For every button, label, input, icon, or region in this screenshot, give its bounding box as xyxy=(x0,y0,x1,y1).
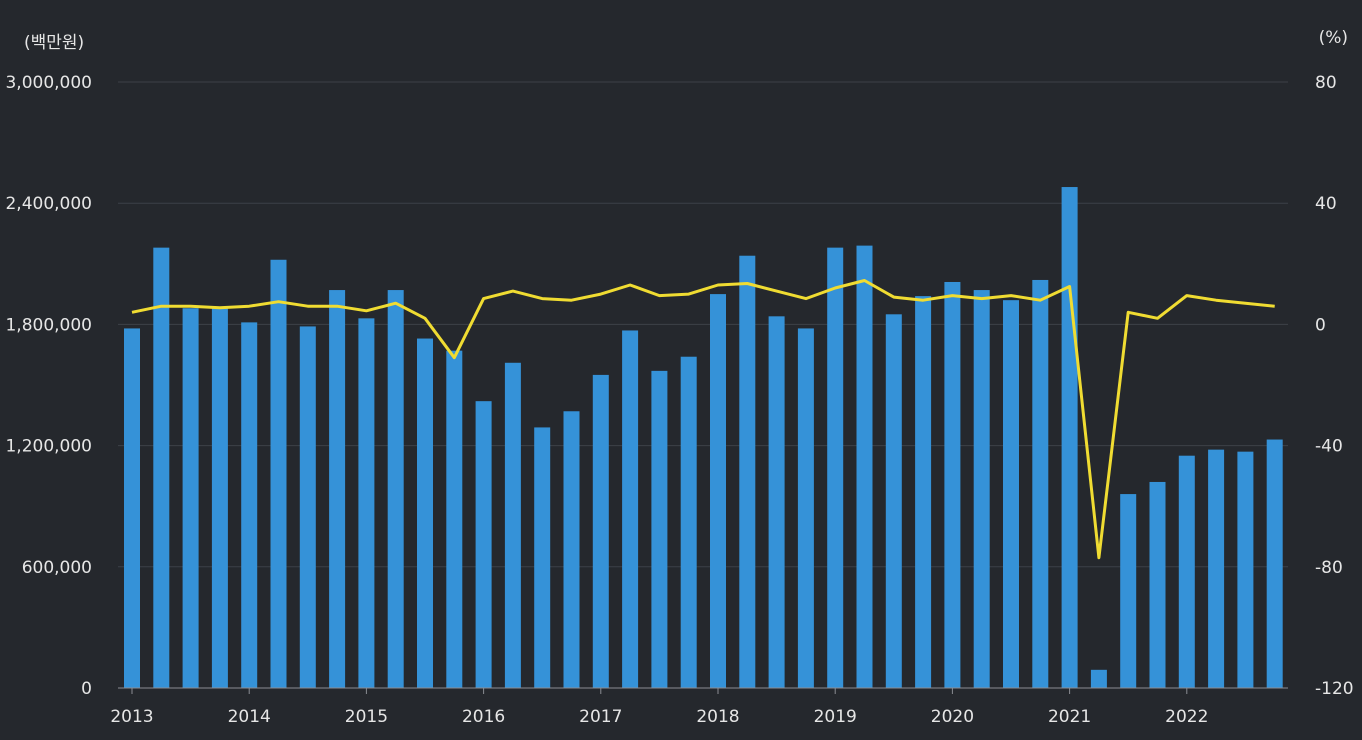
bar xyxy=(1237,451,1254,688)
bar xyxy=(446,350,463,688)
bar xyxy=(182,308,199,688)
bar xyxy=(1032,279,1049,688)
bar xyxy=(622,330,639,688)
bar xyxy=(299,326,316,688)
left-tick-label: 3,000,000 xyxy=(5,73,92,93)
x-tick-label: 2013 xyxy=(110,707,153,727)
x-tick-label: 2015 xyxy=(345,707,388,727)
bar xyxy=(329,290,346,688)
bar xyxy=(592,374,609,688)
x-tick-label: 2017 xyxy=(579,707,622,727)
bar xyxy=(563,411,580,688)
x-tick-label: 2014 xyxy=(228,707,271,727)
x-tick-label: 2021 xyxy=(1048,707,1091,727)
bar xyxy=(1061,187,1078,689)
bar xyxy=(885,314,902,688)
bar xyxy=(973,290,990,688)
bar xyxy=(856,245,873,688)
right-tick-label: -40 xyxy=(1315,437,1343,457)
left-tick-label: 1,200,000 xyxy=(5,437,92,457)
x-tick-label: 2018 xyxy=(696,707,739,727)
left-tick-label: 600,000 xyxy=(22,558,92,578)
bar xyxy=(1178,455,1195,688)
bar xyxy=(241,322,258,688)
left-axis-unit: (백만원) xyxy=(24,33,85,53)
x-tick-label: 2019 xyxy=(814,707,857,727)
right-tick-label: -120 xyxy=(1315,679,1354,699)
bar xyxy=(710,294,726,688)
bar xyxy=(915,296,932,688)
x-tick-label: 2016 xyxy=(462,707,505,727)
right-tick-label: 80 xyxy=(1315,73,1337,93)
left-tick-label: 2,400,000 xyxy=(5,194,92,214)
right-tick-label: -80 xyxy=(1315,558,1343,578)
bar xyxy=(1003,300,1019,688)
bar xyxy=(944,281,961,688)
right-axis-unit: (%) xyxy=(1318,28,1348,48)
bar xyxy=(1208,449,1225,688)
bar xyxy=(739,255,756,688)
right-tick-label: 40 xyxy=(1315,194,1337,214)
growth-rate-line xyxy=(131,279,1275,560)
x-tick-label: 2022 xyxy=(1165,707,1208,727)
bar xyxy=(1090,669,1107,688)
bar xyxy=(797,328,814,688)
bar xyxy=(153,247,170,688)
bar xyxy=(417,338,433,688)
bar xyxy=(387,290,404,688)
bar xyxy=(534,427,551,688)
bar xyxy=(270,259,287,688)
bar xyxy=(827,247,844,688)
left-tick-label: 1,800,000 xyxy=(5,315,92,335)
bar xyxy=(651,370,668,688)
left-tick-label: 0 xyxy=(81,679,92,699)
bar xyxy=(680,356,697,688)
right-tick-label: 0 xyxy=(1315,315,1326,335)
bar xyxy=(1120,494,1137,688)
bar xyxy=(1149,481,1166,688)
bar xyxy=(504,362,521,688)
x-tick-label: 2020 xyxy=(931,707,974,727)
bar xyxy=(768,316,785,688)
bar xyxy=(211,308,228,688)
bar xyxy=(1266,439,1283,688)
bar xyxy=(475,401,492,688)
bar xyxy=(124,328,140,688)
bar xyxy=(358,318,375,688)
